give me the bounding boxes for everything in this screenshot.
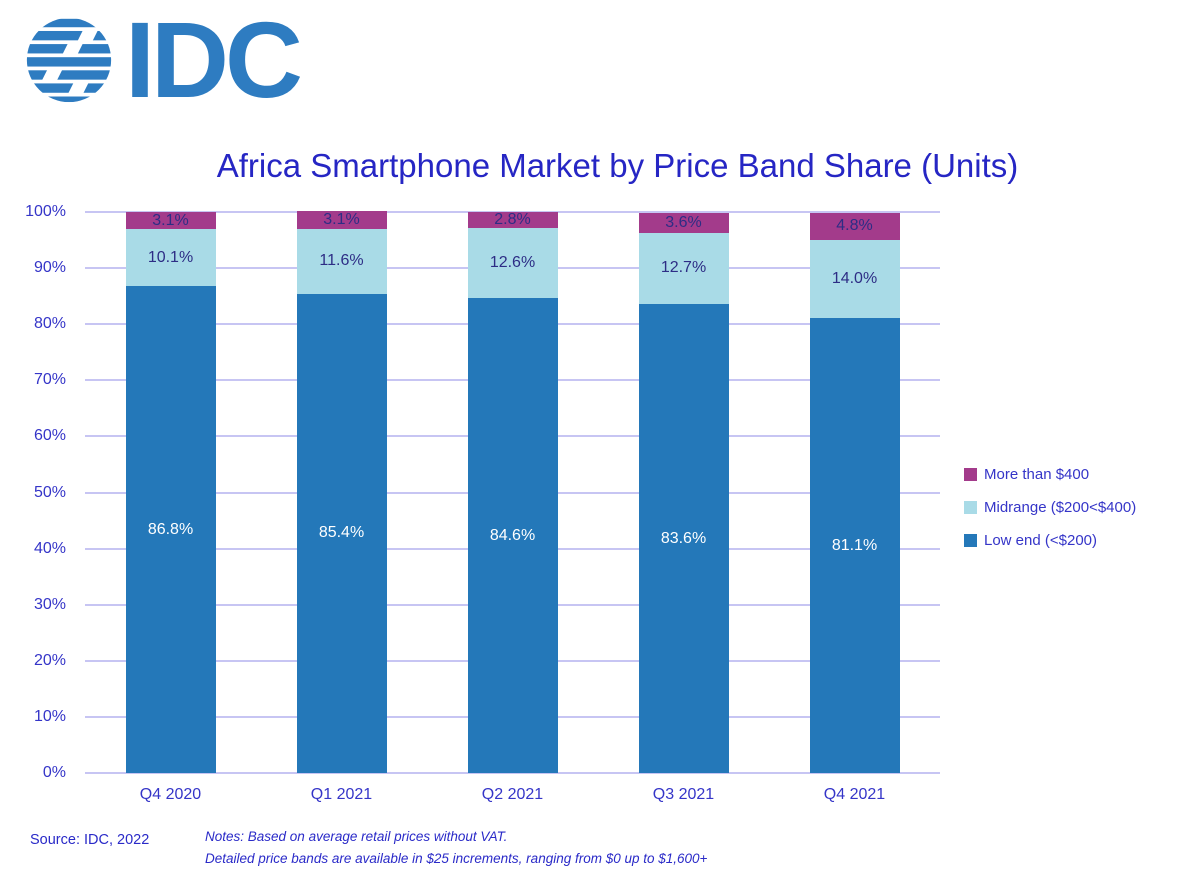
legend-item-more-than-400: More than $400 xyxy=(964,463,1136,485)
y-tick-label: 70% xyxy=(33,371,66,389)
bar-value-label: 11.6% xyxy=(319,252,364,270)
bar-segment-low-end-200: 86.8% xyxy=(125,286,216,773)
notes-text: Notes: Based on average retail prices wi… xyxy=(205,826,707,870)
source-text: Source: IDC, 2022 xyxy=(30,832,150,848)
bar-segment-more-than-400: 2.8% xyxy=(467,210,558,228)
x-axis-labels: Q4 2020 Q1 2021 Q2 2021 Q3 2021 Q4 2021 xyxy=(85,786,940,810)
y-tick-label: 90% xyxy=(33,259,66,277)
bar-value-label: 2.8% xyxy=(494,210,531,228)
gridline xyxy=(85,772,940,774)
bar-group-q2-2021: 84.6% 12.6% 2.8% xyxy=(427,210,598,773)
bar-value-label: 86.8% xyxy=(147,520,194,538)
x-tick-label: Q4 2020 xyxy=(139,786,202,803)
y-tick-label: 10% xyxy=(33,707,66,725)
x-tick-label: Q4 2021 xyxy=(823,786,886,803)
bar-segment-more-than-400: 3.1% xyxy=(296,211,387,229)
plot-area: 86.8% 10.1% 3.1% 85.4% 11.6% 3.1% 84.6% 12.6% 2.… xyxy=(85,210,940,774)
bar-value-label: 4.8% xyxy=(836,217,873,235)
bar-group-q4-2020: 86.8% 10.1% 3.1% xyxy=(85,212,256,773)
bar-value-label: 3.1% xyxy=(323,211,360,229)
bar-segment-midrange-200-400: 12.7% xyxy=(638,232,729,305)
bar-segment-midrange-200-400: 14.0% xyxy=(809,239,900,319)
y-tick-label: 0% xyxy=(42,764,66,781)
bar-value-label: 10.1% xyxy=(147,248,194,266)
legend-label: Low end (<$200) xyxy=(984,531,1097,549)
legend-item-low-end-200: Low end (<$200) xyxy=(964,529,1136,551)
bar-segment-midrange-200-400: 11.6% xyxy=(296,228,387,294)
stacked-bar: 81.1% 14.0% 4.8% xyxy=(809,212,900,773)
bar-segment-more-than-400: 3.6% xyxy=(638,212,729,233)
bar-value-label: 14.0% xyxy=(831,269,878,287)
y-tick-label: 80% xyxy=(33,315,66,333)
chart-title: Africa Smartphone Market by Price Band S… xyxy=(216,147,1019,184)
y-tick-label: 50% xyxy=(33,483,66,501)
legend-swatch-icon xyxy=(964,500,977,514)
legend-swatch-icon xyxy=(964,467,977,481)
stacked-bar: 83.6% 12.7% 3.6% xyxy=(638,212,729,773)
gridline xyxy=(85,211,940,213)
bar-value-label: 85.4% xyxy=(318,524,365,542)
bar-segment-low-end-200: 81.1% xyxy=(809,318,900,773)
bar-value-label: 3.1% xyxy=(152,211,189,229)
idc-logo-text: IDC xyxy=(125,0,303,120)
bar-value-label: 83.6% xyxy=(660,529,707,547)
bar-segment-more-than-400: 4.8% xyxy=(809,212,900,240)
bar-segment-more-than-400: 3.1% xyxy=(125,211,216,230)
stacked-bar: 84.6% 12.6% 2.8% xyxy=(467,210,558,773)
legend-label: More than $400 xyxy=(984,465,1090,483)
bar-segment-low-end-200: 85.4% xyxy=(296,293,387,773)
y-tick-label: 20% xyxy=(33,651,66,669)
bar-group-q3-2021: 83.6% 12.7% 3.6% xyxy=(598,212,769,773)
legend: More than $400 Midrange ($200<$400) Low en… xyxy=(964,463,1136,562)
stacked-bar: 85.4% 11.6% 3.1% xyxy=(296,211,387,773)
bar-segment-low-end-200: 83.6% xyxy=(638,304,729,773)
bar-value-label: 84.6% xyxy=(489,526,536,544)
bar-value-label: 12.6% xyxy=(489,254,536,272)
notes-line-2: Detailed price bands are available in $2… xyxy=(205,851,708,866)
bars-container: 86.8% 10.1% 3.1% 85.4% 11.6% 3.1% 84.6% 12.6% 2.… xyxy=(85,210,940,773)
y-axis-labels: 0% 10% 20% 30% 40% 50% 60% 70% 80% 90% 100% xyxy=(0,203,76,781)
bar-value-label: 12.7% xyxy=(660,259,707,277)
bar-segment-midrange-200-400: 12.6% xyxy=(467,227,558,299)
x-tick-label: Q3 2021 xyxy=(652,786,715,803)
legend-item-midrange-200-400: Midrange ($200<$400) xyxy=(964,496,1136,518)
y-tick-label: 60% xyxy=(33,427,66,445)
bar-value-label: 3.6% xyxy=(665,213,702,231)
bar-value-label: 81.1% xyxy=(831,536,878,554)
stacked-bar: 86.8% 10.1% 3.1% xyxy=(125,211,216,773)
x-tick-label: Q2 2021 xyxy=(481,786,544,803)
idc-globe-icon xyxy=(26,18,112,103)
y-tick-label: 100% xyxy=(25,203,66,220)
y-tick-label: 30% xyxy=(33,595,66,613)
bar-segment-midrange-200-400: 10.1% xyxy=(125,229,216,287)
bar-segment-low-end-200: 84.6% xyxy=(467,298,558,773)
legend-label: Midrange ($200<$400) xyxy=(984,498,1137,516)
bar-group-q4-2021: 81.1% 14.0% 4.8% xyxy=(769,212,940,773)
notes-line-1: Notes: Based on average retail prices wi… xyxy=(205,829,508,844)
idc-logo: IDC xyxy=(25,0,303,120)
x-tick-label: Q1 2021 xyxy=(310,786,373,803)
y-tick-label: 40% xyxy=(33,539,66,557)
legend-swatch-icon xyxy=(964,533,977,547)
bar-group-q1-2021: 85.4% 11.6% 3.1% xyxy=(256,211,427,773)
